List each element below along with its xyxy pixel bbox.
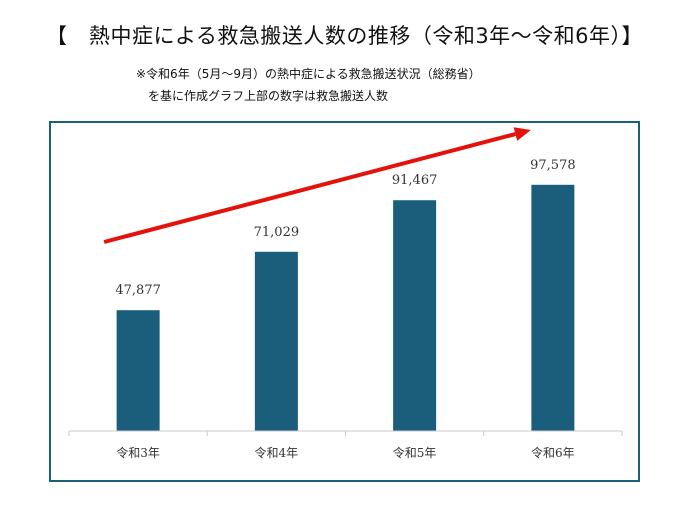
category-label-1: 令和3年	[116, 445, 160, 460]
trend-arrow-group	[103, 127, 531, 244]
bar-3	[393, 200, 437, 431]
bar-4	[531, 184, 575, 431]
trend-arrow-head	[513, 127, 531, 141]
bar-1	[116, 310, 160, 431]
data-labels-group: 47,877 71,029 91,467 97,578	[115, 158, 575, 298]
trend-arrow-shaft	[103, 132, 516, 244]
data-label-2: 71,029	[254, 225, 300, 240]
source-note-line2: を基に作成グラフ上部の数字は救急搬送人数	[148, 89, 389, 103]
bars-group	[116, 184, 575, 431]
source-note-line1: ※令和6年（5月～9月）の熱中症による救急搬送状況（総務省）	[136, 67, 481, 81]
category-label-4: 令和6年	[531, 445, 575, 460]
data-label-4: 97,578	[530, 158, 576, 173]
bar-2	[254, 251, 298, 431]
x-axis-group: 令和3年 令和4年 令和5年 令和6年	[68, 430, 623, 460]
chart-title: 【 熱中症による救急搬送人数の推移（令和3年～令和6年）】	[45, 24, 644, 48]
data-label-3: 91,467	[392, 173, 438, 188]
category-label-3: 令和5年	[393, 445, 437, 460]
category-label-2: 令和4年	[255, 445, 299, 460]
data-label-1: 47,877	[115, 283, 161, 298]
